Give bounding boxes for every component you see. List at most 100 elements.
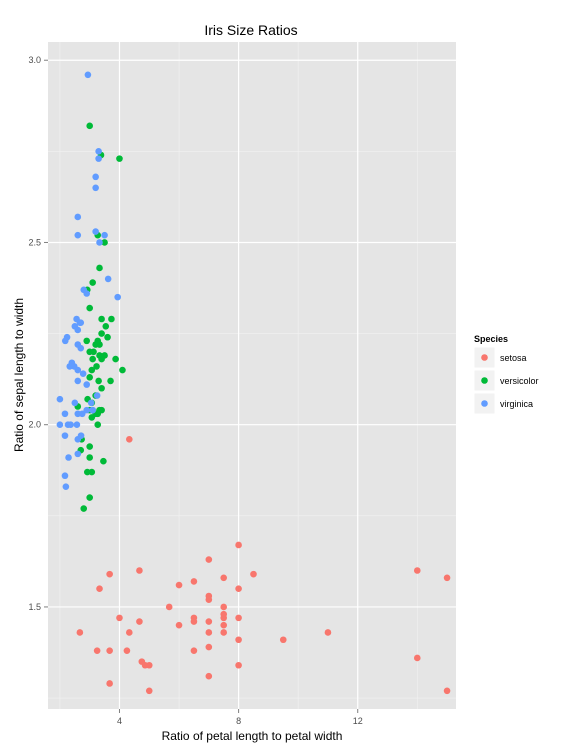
y-tick-label: 1.5 bbox=[28, 602, 41, 612]
data-point-virginica bbox=[67, 421, 74, 429]
legend-marker-setosa bbox=[481, 354, 488, 361]
data-point-virginica bbox=[74, 326, 82, 334]
data-point-virginica bbox=[71, 399, 79, 407]
data-point-virginica bbox=[92, 184, 99, 192]
data-point-setosa bbox=[250, 570, 257, 578]
data-point-setosa bbox=[190, 647, 198, 654]
data-point-virginica bbox=[95, 155, 102, 162]
x-axis-ticks: 4 8 12 bbox=[117, 709, 363, 726]
data-point-virginica bbox=[84, 71, 92, 79]
data-point-setosa bbox=[324, 629, 332, 636]
data-point-setosa bbox=[235, 661, 242, 669]
data-point-versicolor bbox=[88, 414, 96, 421]
data-point-virginica bbox=[78, 410, 86, 418]
data-point-versicolor bbox=[95, 377, 102, 385]
data-point-setosa bbox=[205, 618, 213, 625]
data-point-versicolor bbox=[89, 355, 96, 363]
data-point-setosa bbox=[220, 629, 228, 636]
data-point-setosa bbox=[443, 687, 451, 695]
data-point-virginica bbox=[95, 148, 102, 155]
data-point-versicolor bbox=[93, 363, 100, 370]
data-point-setosa bbox=[413, 567, 421, 574]
y-axis-ticks: 1.5 2.0 2.5 3.0 bbox=[28, 55, 48, 612]
data-point-setosa bbox=[235, 585, 242, 593]
data-point-versicolor bbox=[101, 239, 108, 246]
data-point-virginica bbox=[96, 239, 103, 246]
data-point-versicolor bbox=[112, 355, 119, 363]
y-axis-label: Ratio of sepal length to width bbox=[12, 298, 26, 452]
data-point-versicolor bbox=[98, 330, 105, 337]
data-point-setosa bbox=[123, 647, 131, 654]
data-point-setosa bbox=[126, 435, 133, 443]
data-point-versicolor bbox=[80, 505, 88, 512]
data-point-setosa bbox=[205, 629, 213, 636]
data-point-virginica bbox=[74, 450, 82, 458]
data-point-versicolor bbox=[86, 443, 93, 450]
legend-marker-virginica bbox=[481, 400, 488, 407]
data-point-setosa bbox=[205, 643, 213, 651]
data-point-virginica bbox=[79, 370, 87, 377]
data-point-setosa bbox=[190, 578, 198, 585]
y-tick-label: 2.5 bbox=[28, 237, 41, 247]
data-point-setosa bbox=[93, 647, 101, 654]
data-point-setosa bbox=[141, 661, 149, 669]
data-point-setosa bbox=[106, 680, 113, 687]
data-points bbox=[56, 71, 451, 695]
data-point-virginica bbox=[61, 472, 69, 480]
data-point-setosa bbox=[175, 621, 183, 629]
legend-label-setosa: setosa bbox=[500, 353, 527, 363]
data-point-virginica bbox=[101, 231, 108, 239]
data-point-setosa bbox=[106, 647, 113, 654]
data-point-versicolor bbox=[98, 315, 105, 323]
data-point-virginica bbox=[77, 432, 85, 439]
data-point-virginica bbox=[56, 421, 64, 429]
data-point-virginica bbox=[114, 293, 121, 301]
y-tick-label: 3.0 bbox=[28, 55, 41, 65]
data-point-versicolor bbox=[116, 155, 123, 162]
data-point-setosa bbox=[96, 585, 103, 593]
data-point-virginica bbox=[77, 344, 85, 352]
data-point-setosa bbox=[126, 629, 133, 636]
data-point-virginica bbox=[74, 231, 82, 239]
data-point-setosa bbox=[136, 618, 143, 625]
data-point-versicolor bbox=[88, 366, 96, 374]
data-point-versicolor bbox=[98, 384, 105, 392]
data-point-versicolor bbox=[83, 337, 91, 345]
data-point-setosa bbox=[116, 614, 123, 622]
x-axis-label: Ratio of petal length to petal width bbox=[162, 729, 343, 743]
data-point-virginica bbox=[104, 275, 112, 283]
data-point-virginica bbox=[93, 392, 101, 399]
data-point-versicolor bbox=[104, 333, 111, 341]
data-point-virginica bbox=[87, 399, 95, 407]
x-tick-label: 8 bbox=[236, 716, 241, 726]
data-point-versicolor bbox=[96, 341, 103, 348]
data-point-setosa bbox=[235, 541, 242, 549]
data-point-setosa bbox=[235, 614, 242, 622]
data-point-virginica bbox=[92, 228, 99, 235]
legend-label-versicolor: versicolor bbox=[500, 376, 539, 386]
data-point-virginica bbox=[73, 421, 81, 429]
data-point-versicolor bbox=[108, 315, 115, 323]
data-point-setosa bbox=[235, 636, 242, 644]
data-point-versicolor bbox=[86, 454, 93, 461]
data-point-virginica bbox=[77, 319, 85, 326]
data-point-setosa bbox=[76, 629, 84, 636]
data-point-virginica bbox=[74, 377, 82, 385]
data-point-setosa bbox=[205, 672, 213, 680]
data-point-virginica bbox=[83, 406, 91, 414]
data-point-virginica bbox=[92, 173, 99, 181]
y-tick-label: 2.0 bbox=[28, 420, 41, 430]
chart-title: Iris Size Ratios bbox=[204, 22, 297, 38]
data-point-setosa bbox=[190, 618, 198, 625]
legend-marker-versicolor bbox=[481, 377, 488, 384]
data-point-versicolor bbox=[86, 374, 93, 381]
data-point-setosa bbox=[220, 603, 228, 611]
data-point-versicolor bbox=[101, 352, 108, 359]
data-point-virginica bbox=[74, 213, 82, 221]
data-point-setosa bbox=[443, 574, 451, 582]
data-point-setosa bbox=[106, 570, 113, 578]
data-point-versicolor bbox=[86, 494, 93, 501]
data-point-setosa bbox=[220, 621, 228, 629]
data-point-versicolor bbox=[88, 468, 96, 476]
